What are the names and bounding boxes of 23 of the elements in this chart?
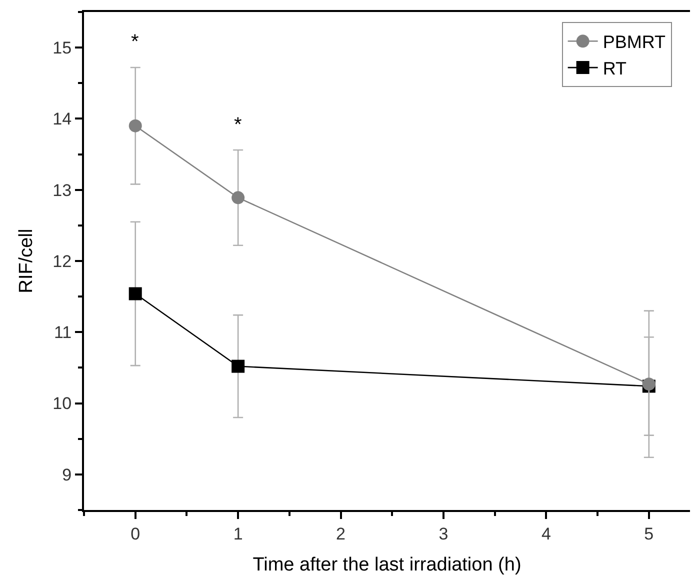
legend-label: RT: [602, 58, 626, 79]
y-tick-label: 12: [52, 252, 72, 271]
y-tick-label: 13: [52, 180, 72, 200]
point: [232, 191, 245, 204]
y-tick-label: 15: [52, 38, 72, 58]
annotation: *: [234, 114, 242, 136]
x-tick-label: 1: [233, 524, 243, 544]
x-tick-label: 0: [130, 524, 140, 544]
point: [232, 360, 245, 373]
x-tick-label: 4: [541, 524, 551, 544]
y-tick-label: 14: [52, 110, 72, 129]
x-tick-label: 3: [438, 524, 448, 544]
x-tick-label: 5: [644, 524, 654, 544]
point: [128, 119, 142, 132]
x-axis-title: Time after the last irradiation (h): [252, 554, 522, 576]
x-tick-label: 2: [336, 524, 346, 544]
y-tick-label: 11: [54, 323, 72, 342]
y-tick-label: 9: [62, 465, 72, 484]
y-axis-title: RIF/cell: [16, 228, 38, 294]
y-tick-label: 10: [52, 394, 72, 414]
point: [128, 287, 142, 300]
annotation: *: [131, 31, 139, 53]
legend-label: PBMRT: [602, 32, 666, 52]
